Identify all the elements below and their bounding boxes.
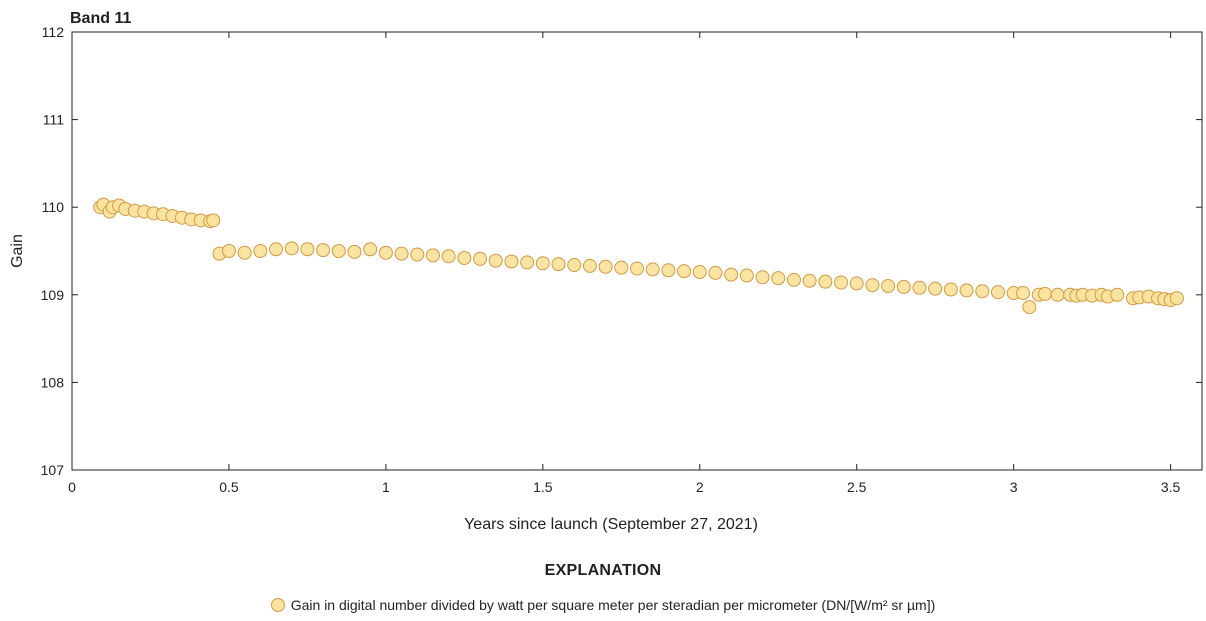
data-point: [975, 284, 990, 299]
data-point: [551, 257, 566, 272]
data-point: [630, 261, 644, 276]
legend-marker-icon: [270, 598, 285, 612]
data-point: [802, 273, 817, 288]
data-point: [928, 281, 943, 296]
data-point: [253, 244, 268, 258]
plot-frame: [71, 31, 1203, 471]
data-point: [221, 244, 236, 258]
data-point: [363, 242, 378, 257]
x-tick-label: 0.5: [219, 479, 239, 495]
data-point: [912, 280, 927, 295]
data-point: [739, 268, 754, 283]
data-point: [1169, 291, 1184, 306]
y-axis-label: Gain: [9, 234, 26, 268]
data-point: [347, 244, 362, 259]
data-point: [1038, 286, 1053, 301]
data-point: [1050, 287, 1065, 302]
x-axis-label: Years since launch (September 27, 2021): [464, 516, 758, 533]
data-point: [567, 258, 582, 273]
data-point: [677, 264, 692, 279]
data-point: [441, 249, 456, 264]
data-point: [1016, 286, 1031, 301]
data-point: [378, 245, 393, 260]
legend: Gain in digital number divided by watt p…: [0, 597, 1206, 613]
data-point: [410, 247, 425, 262]
data-point: [959, 283, 974, 298]
x-tick-label: 1.5: [533, 479, 553, 495]
data-point: [316, 243, 331, 258]
data-point: [818, 274, 833, 289]
data-point: [394, 246, 409, 261]
data-point: [943, 282, 958, 297]
y-tick-label: 107: [41, 462, 65, 478]
y-tick-label: 110: [42, 199, 65, 215]
data-point: [1110, 287, 1125, 302]
x-tick-label: 3.5: [1161, 479, 1181, 495]
data-point: [1022, 300, 1037, 315]
data-point: [504, 254, 519, 269]
y-tick-label: 108: [41, 374, 65, 390]
data-point: [771, 271, 786, 286]
y-tick-label: 111: [43, 112, 64, 128]
x-tick-label: 0: [68, 479, 76, 495]
data-point: [269, 242, 284, 257]
data-point: [425, 248, 440, 263]
explanation-heading: EXPLANATION: [544, 562, 662, 579]
data-point: [834, 275, 849, 290]
data-point: [300, 242, 315, 257]
data-point: [206, 213, 221, 228]
data-point: [237, 245, 252, 260]
data-point: [535, 256, 550, 271]
x-tick-label: 2: [696, 479, 704, 495]
data-point: [849, 276, 864, 291]
y-tick-label: 112: [42, 24, 65, 40]
data-point: [661, 263, 676, 278]
data-point: [990, 285, 1005, 300]
y-tick-label: 109: [41, 287, 65, 303]
data-point: [896, 279, 911, 294]
data-point: [473, 251, 488, 266]
data-point: [598, 259, 613, 274]
x-tick-label: 2.5: [847, 479, 867, 495]
chart: Band 11 0 0.5 1 1.5 2 2.5 3 3.5 107 108 109 110 111 11…: [9, 10, 1203, 533]
data-point: [755, 270, 770, 285]
data-point: [865, 278, 880, 293]
data-point: [786, 272, 801, 287]
data-point: [457, 251, 472, 266]
legend-label: Gain in digital number divided by watt p…: [290, 597, 936, 613]
data-point: [724, 267, 739, 282]
data-point: [614, 260, 629, 275]
data-point: [520, 255, 535, 270]
data-point: [284, 241, 299, 256]
chart-title: Band 11: [70, 10, 131, 27]
data-point: [582, 258, 597, 273]
data-point: [645, 262, 660, 277]
data-point: [881, 279, 896, 294]
data-point: [692, 265, 707, 280]
data-point: [488, 253, 503, 268]
data-point: [331, 244, 346, 258]
data-point: [708, 265, 723, 280]
x-tick-label: 3: [1010, 479, 1018, 495]
x-tick-label: 1: [382, 479, 390, 495]
